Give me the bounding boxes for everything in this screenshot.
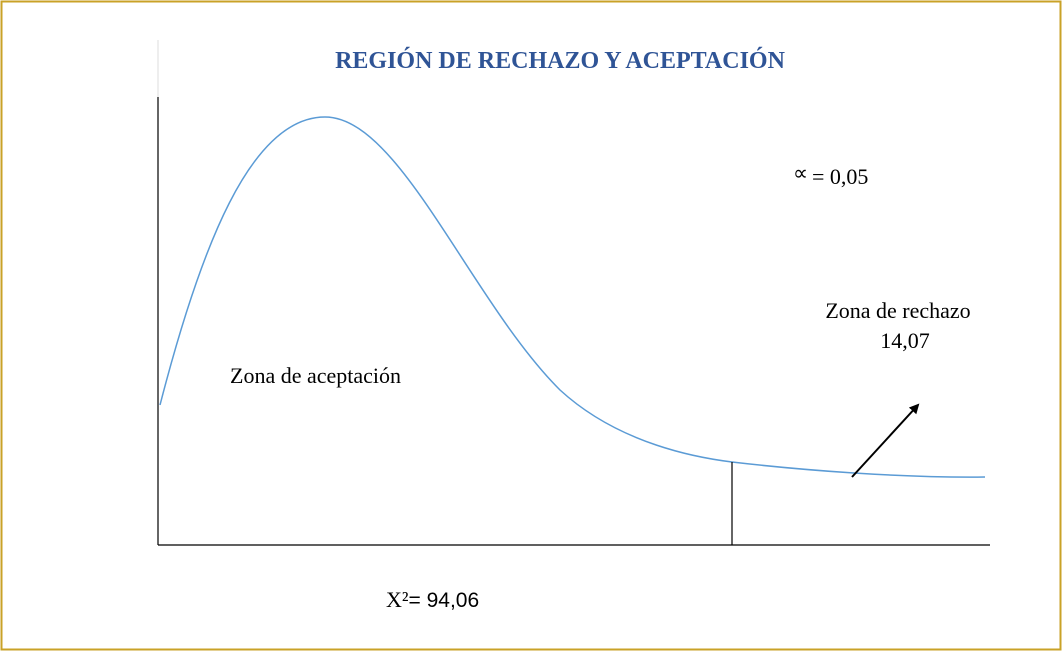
rejection-label: Zona de rechazo: [825, 298, 970, 323]
arrow: [851, 403, 920, 478]
statistic-symbol: X²: [386, 587, 409, 612]
rejection-value: 14,07: [880, 328, 930, 353]
alpha-value: = 0,05: [812, 164, 868, 189]
statistic: X²= 94,06: [386, 587, 479, 612]
statistic-value: = 94,06: [408, 589, 479, 612]
alpha-symbol: ∝: [793, 162, 808, 185]
alpha: ∝ = 0,05: [793, 162, 868, 189]
title: REGIÓN DE RECHAZO Y ACEPTACIÓN: [335, 47, 785, 74]
distribution-curve: [159, 116, 986, 478]
acceptance-label: Zona de aceptación: [230, 363, 401, 388]
